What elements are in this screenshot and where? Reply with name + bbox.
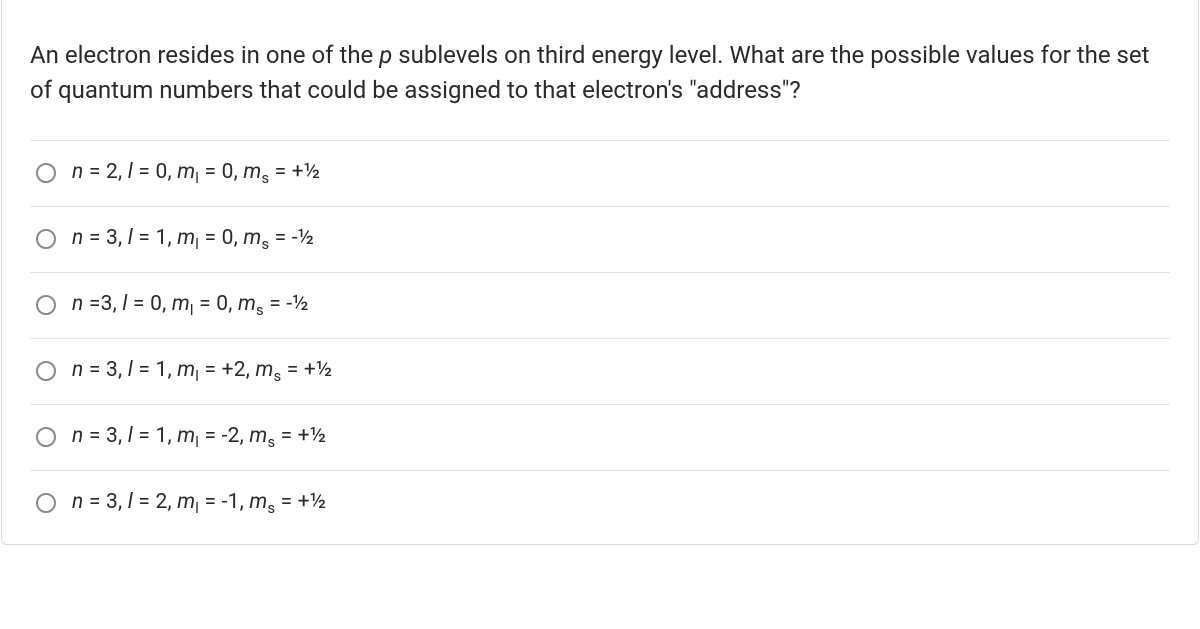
opt-l: 0	[155, 160, 167, 184]
radio-icon[interactable]	[36, 427, 56, 447]
opt-ms: -½	[286, 292, 309, 316]
option-row-2[interactable]: n =3, l = 0, ml = 0, ms = -½	[30, 272, 1170, 338]
opt-ml: 0	[222, 226, 234, 250]
opt-ml: 0	[222, 160, 234, 184]
opt-n: 3	[101, 292, 113, 316]
option-label: n = 2, l = 0, ml = 0, ms = +½	[72, 160, 320, 187]
opt-n: 3	[106, 424, 118, 448]
option-label: n = 3, l = 1, ml = 0, ms = -½	[72, 226, 314, 253]
option-row-4[interactable]: n = 3, l = 1, ml = -2, ms = +½	[30, 404, 1170, 470]
opt-ml: -1	[222, 490, 240, 514]
option-label: n =3, l = 0, ml = 0, ms = -½	[72, 292, 309, 319]
option-label: n = 3, l = 1, ml = -2, ms = +½	[72, 424, 326, 451]
option-label: n = 3, l = 2, ml = -1, ms = +½	[72, 490, 326, 517]
option-row-0[interactable]: n = 2, l = 0, ml = 0, ms = +½	[30, 140, 1170, 206]
radio-icon[interactable]	[36, 229, 56, 249]
opt-n: 3	[106, 358, 118, 382]
radio-icon[interactable]	[36, 163, 56, 183]
radio-icon[interactable]	[36, 295, 56, 315]
question-text: An electron resides in one of the p subl…	[30, 38, 1170, 108]
opt-ms: +½	[292, 160, 321, 184]
opt-l: 0	[150, 292, 162, 316]
opt-l: 2	[155, 490, 167, 514]
opt-n: 2	[106, 160, 118, 184]
opt-ml: 0	[216, 292, 228, 316]
opt-l: 1	[155, 226, 167, 250]
opt-ms: +½	[304, 358, 333, 382]
opt-ml: -2	[222, 424, 240, 448]
question-card: An electron resides in one of the p subl…	[1, 0, 1199, 545]
radio-icon[interactable]	[36, 361, 56, 381]
opt-n: 3	[106, 490, 118, 514]
question-pre: An electron resides in one of the	[30, 41, 379, 69]
radio-icon[interactable]	[36, 493, 56, 513]
opt-ml: +2	[222, 358, 246, 382]
opt-ms: -½	[292, 226, 315, 250]
option-row-5[interactable]: n = 3, l = 2, ml = -1, ms = +½	[30, 470, 1170, 536]
option-label: n = 3, l = 1, ml = +2, ms = +½	[72, 358, 333, 385]
opt-ms: +½	[298, 424, 327, 448]
opt-l: 1	[155, 424, 167, 448]
opt-l: 1	[155, 358, 167, 382]
question-italic: p	[379, 41, 392, 69]
option-row-3[interactable]: n = 3, l = 1, ml = +2, ms = +½	[30, 338, 1170, 404]
opt-ms: +½	[298, 490, 327, 514]
opt-n: 3	[106, 226, 118, 250]
option-row-1[interactable]: n = 3, l = 1, ml = 0, ms = -½	[30, 206, 1170, 272]
